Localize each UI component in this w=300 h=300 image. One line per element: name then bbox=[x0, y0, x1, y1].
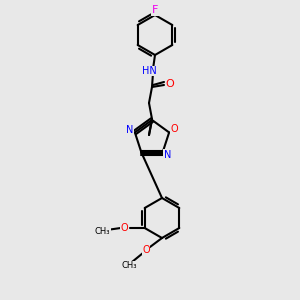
Text: O: O bbox=[166, 79, 174, 89]
Text: CH₃: CH₃ bbox=[95, 227, 110, 236]
Text: F: F bbox=[152, 5, 158, 15]
Text: N: N bbox=[126, 125, 134, 135]
Text: CH₃: CH₃ bbox=[121, 262, 137, 271]
Text: O: O bbox=[170, 124, 178, 134]
Text: O: O bbox=[121, 223, 128, 233]
Text: HN: HN bbox=[142, 66, 156, 76]
Text: O: O bbox=[142, 245, 150, 255]
Text: N: N bbox=[164, 150, 171, 160]
